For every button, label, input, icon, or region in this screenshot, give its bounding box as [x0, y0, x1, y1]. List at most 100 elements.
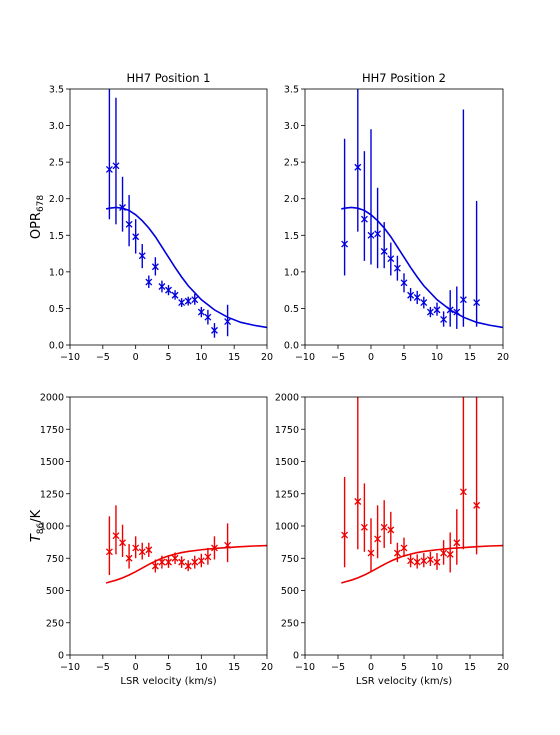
y-tick-label: 1250 — [40, 489, 64, 500]
data-point — [204, 313, 212, 321]
data-point — [387, 526, 395, 534]
data-point — [197, 308, 205, 316]
data-point — [158, 558, 166, 566]
data-point — [426, 308, 434, 316]
x-tick-label: 0 — [133, 662, 139, 673]
data-point — [132, 233, 140, 241]
data-point — [125, 554, 133, 562]
panel-title: HH7 Position 2 — [362, 71, 446, 85]
data-point — [433, 306, 441, 314]
x-tick-label: 20 — [497, 662, 509, 673]
y-tick-label: 500 — [281, 586, 299, 597]
x-tick-label: −5 — [96, 352, 110, 363]
x-axis-label: LSR velocity (km/s) — [356, 676, 452, 687]
y-tick-label: 0.5 — [284, 304, 299, 315]
data-point — [191, 558, 199, 566]
y-tick-label: 1000 — [275, 522, 299, 533]
model-curve — [341, 544, 503, 584]
data-point — [224, 541, 232, 549]
x-tick-label: 10 — [195, 662, 207, 673]
data-point — [367, 231, 375, 239]
data-point — [354, 163, 362, 171]
data-point — [473, 501, 481, 509]
data-point — [119, 204, 126, 211]
data-point — [105, 165, 113, 173]
x-tick-label: −5 — [96, 662, 110, 673]
data-point — [400, 279, 408, 287]
data-point — [374, 535, 382, 543]
y-axis-label-subscript: 86 — [36, 522, 46, 534]
data-point — [151, 263, 159, 271]
data-point — [125, 220, 133, 228]
data-point — [138, 252, 146, 260]
y-tick-label: 750 — [281, 554, 299, 565]
x-tick-label: 15 — [464, 662, 476, 673]
data-point — [440, 315, 448, 323]
data-point — [367, 549, 375, 557]
panel-hh7-position-2-temperature: −10 −5 0 5 10 15 20 0 250 500 750 1000 1250 1500 1750 2… — [275, 393, 509, 688]
data-point — [341, 531, 349, 539]
y-tick-label: 0.5 — [49, 304, 64, 315]
y-tick-label: 1750 — [275, 425, 299, 436]
x-tick-label: 5 — [401, 662, 407, 673]
data-point — [158, 283, 166, 290]
y-axis-label-main: OPR — [29, 212, 44, 239]
data-point — [380, 247, 388, 255]
x-tick-label: 20 — [261, 352, 273, 363]
y-axis-label-subscript: 678 — [36, 195, 46, 212]
x-tick-label: 10 — [431, 662, 443, 673]
y-tick-label: 2000 — [275, 393, 299, 404]
panel-hh7-position-1-opr: −10 −5 0 5 10 15 20 0.0 0.5 1.0 1.5 2.0 2.5 3.0 3.5 HH7… — [29, 71, 273, 363]
x-tick-label: −5 — [331, 352, 345, 363]
data-point — [145, 546, 153, 554]
plot-frame — [69, 88, 268, 346]
data-point — [197, 557, 205, 565]
y-tick-label: 0.0 — [49, 341, 64, 352]
x-tick-label: 20 — [497, 352, 509, 363]
y-tick-label: 2000 — [40, 393, 64, 404]
y-tick-label: 2.5 — [49, 158, 64, 169]
y-axis-label: OPR678 — [29, 195, 46, 240]
x-axis-label: LSR velocity (km/s) — [120, 676, 216, 687]
y-tick-label: 250 — [281, 618, 299, 629]
y-tick-label: 0 — [293, 651, 299, 662]
data-point — [151, 562, 159, 570]
x-tick-label: 0 — [368, 662, 374, 673]
data-point — [400, 544, 408, 552]
model-curve — [341, 206, 503, 329]
y-tick-label: 1.5 — [49, 231, 64, 242]
y-tick-label: 1000 — [40, 522, 64, 533]
plot-frame — [304, 396, 504, 656]
data-point — [165, 558, 172, 566]
data-point — [413, 293, 421, 301]
data-point — [393, 264, 401, 272]
x-tick-label: 5 — [165, 662, 171, 673]
x-tick-label: −10 — [295, 662, 315, 673]
data-point — [112, 162, 120, 170]
data-point — [145, 278, 153, 286]
data-point — [374, 230, 382, 238]
data-point — [453, 308, 461, 316]
data-point — [380, 523, 388, 531]
plot-frame — [304, 88, 504, 346]
y-tick-label: 1500 — [275, 457, 299, 468]
data-point — [426, 556, 434, 563]
data-point — [420, 299, 428, 307]
data-point — [211, 544, 218, 552]
y-tick-label: 2.5 — [284, 158, 299, 169]
y-tick-label: 1.5 — [284, 231, 299, 242]
panel-title: HH7 Position 1 — [126, 71, 210, 85]
x-tick-label: 0 — [368, 352, 374, 363]
data-point — [473, 299, 481, 307]
y-tick-label: 3.0 — [49, 121, 64, 132]
panel-hh7-position-2-opr: −10 −5 0 5 10 15 20 0.0 0.5 1.0 1.5 2.0 2.5 3.0 3.5 HH7… — [284, 71, 509, 363]
data-point — [453, 539, 461, 547]
y-tick-label: 2.0 — [284, 194, 299, 205]
x-tick-label: −5 — [331, 662, 345, 673]
data-point — [171, 554, 179, 562]
data-point — [446, 306, 454, 314]
data-point — [119, 539, 126, 547]
data-point — [459, 488, 467, 496]
data-point — [354, 498, 362, 505]
